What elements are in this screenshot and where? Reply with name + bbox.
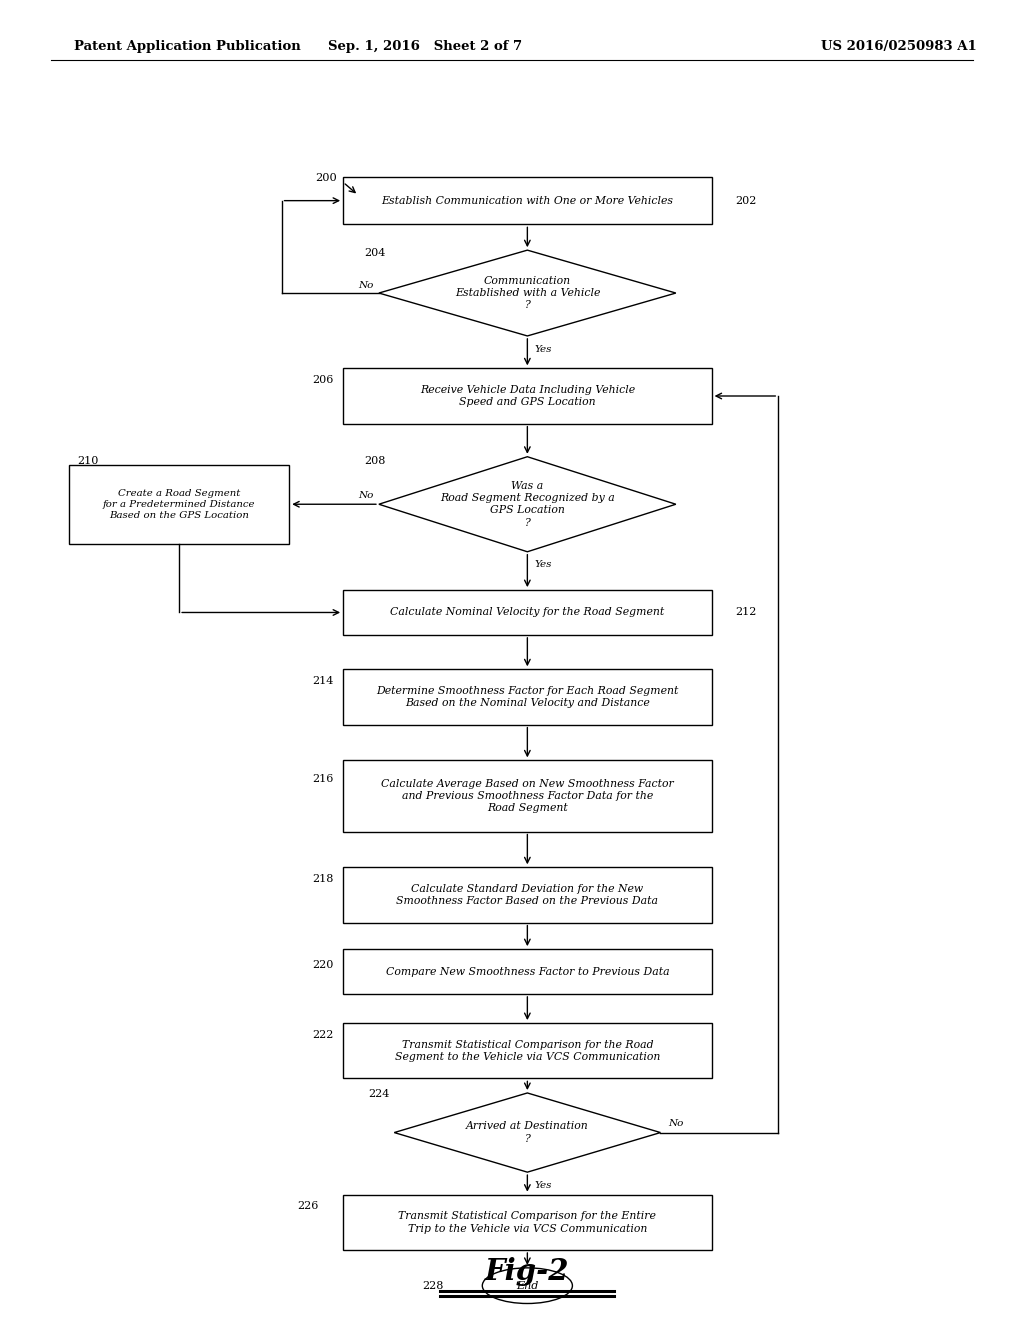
Text: Calculate Average Based on New Smoothness Factor
and Previous Smoothness Factor : Calculate Average Based on New Smoothnes… [381,779,674,813]
Text: 222: 222 [312,1030,334,1040]
Text: 218: 218 [312,874,334,884]
FancyBboxPatch shape [343,177,712,224]
Text: Create a Road Segment
for a Predetermined Distance
Based on the GPS Location: Create a Road Segment for a Predetermine… [103,488,255,520]
Text: Was a
Road Segment Recognized by a
GPS Location
?: Was a Road Segment Recognized by a GPS L… [440,480,614,528]
Text: 214: 214 [312,676,334,686]
Text: 226: 226 [297,1201,318,1212]
Ellipse shape [482,1267,572,1304]
Text: US 2016/0250983 A1: US 2016/0250983 A1 [821,41,977,53]
Text: Sep. 1, 2016   Sheet 2 of 7: Sep. 1, 2016 Sheet 2 of 7 [328,41,522,53]
Text: No: No [358,491,374,499]
FancyBboxPatch shape [343,1023,712,1078]
Text: Communication
Established with a Vehicle
?: Communication Established with a Vehicle… [455,276,600,310]
Text: Fig-2: Fig-2 [485,1257,569,1286]
Polygon shape [394,1093,660,1172]
FancyBboxPatch shape [343,368,712,424]
Text: Arrived at Destination
?: Arrived at Destination ? [466,1122,589,1143]
Text: Receive Vehicle Data Including Vehicle
Speed and GPS Location: Receive Vehicle Data Including Vehicle S… [420,385,635,407]
Text: 202: 202 [735,195,757,206]
Text: 220: 220 [312,960,334,970]
Text: Calculate Nominal Velocity for the Road Segment: Calculate Nominal Velocity for the Road … [390,607,665,618]
Text: Patent Application Publication: Patent Application Publication [74,41,300,53]
FancyBboxPatch shape [343,669,712,725]
Text: Determine Smoothness Factor for Each Road Segment
Based on the Nominal Velocity : Determine Smoothness Factor for Each Roa… [376,686,679,708]
Text: Compare New Smoothness Factor to Previous Data: Compare New Smoothness Factor to Previou… [386,966,669,977]
Text: 224: 224 [369,1089,390,1100]
Text: 216: 216 [312,774,334,784]
Text: 200: 200 [315,173,337,183]
Text: Transmit Statistical Comparison for the Entire
Trip to the Vehicle via VCS Commu: Transmit Statistical Comparison for the … [398,1212,656,1233]
Text: 208: 208 [365,455,386,466]
Text: No: No [358,281,374,289]
Text: Transmit Statistical Comparison for the Road
Segment to the Vehicle via VCS Comm: Transmit Statistical Comparison for the … [394,1040,660,1061]
Text: Establish Communication with One or More Vehicles: Establish Communication with One or More… [381,195,674,206]
FancyBboxPatch shape [343,949,712,994]
Text: No: No [669,1119,684,1127]
Polygon shape [379,457,676,552]
Text: End: End [516,1280,539,1291]
FancyBboxPatch shape [343,867,712,923]
FancyBboxPatch shape [343,1195,712,1250]
Text: 204: 204 [365,248,386,259]
Text: Yes: Yes [535,561,552,569]
Text: Yes: Yes [535,345,552,354]
FancyBboxPatch shape [343,760,712,832]
FancyBboxPatch shape [343,590,712,635]
Text: 206: 206 [312,375,334,385]
Text: 210: 210 [77,455,98,466]
Text: Calculate Standard Deviation for the New
Smoothness Factor Based on the Previous: Calculate Standard Deviation for the New… [396,884,658,906]
Text: Yes: Yes [535,1181,552,1189]
Text: 212: 212 [735,607,757,618]
Text: 228: 228 [422,1280,443,1291]
Polygon shape [379,251,676,335]
FancyBboxPatch shape [69,465,289,544]
